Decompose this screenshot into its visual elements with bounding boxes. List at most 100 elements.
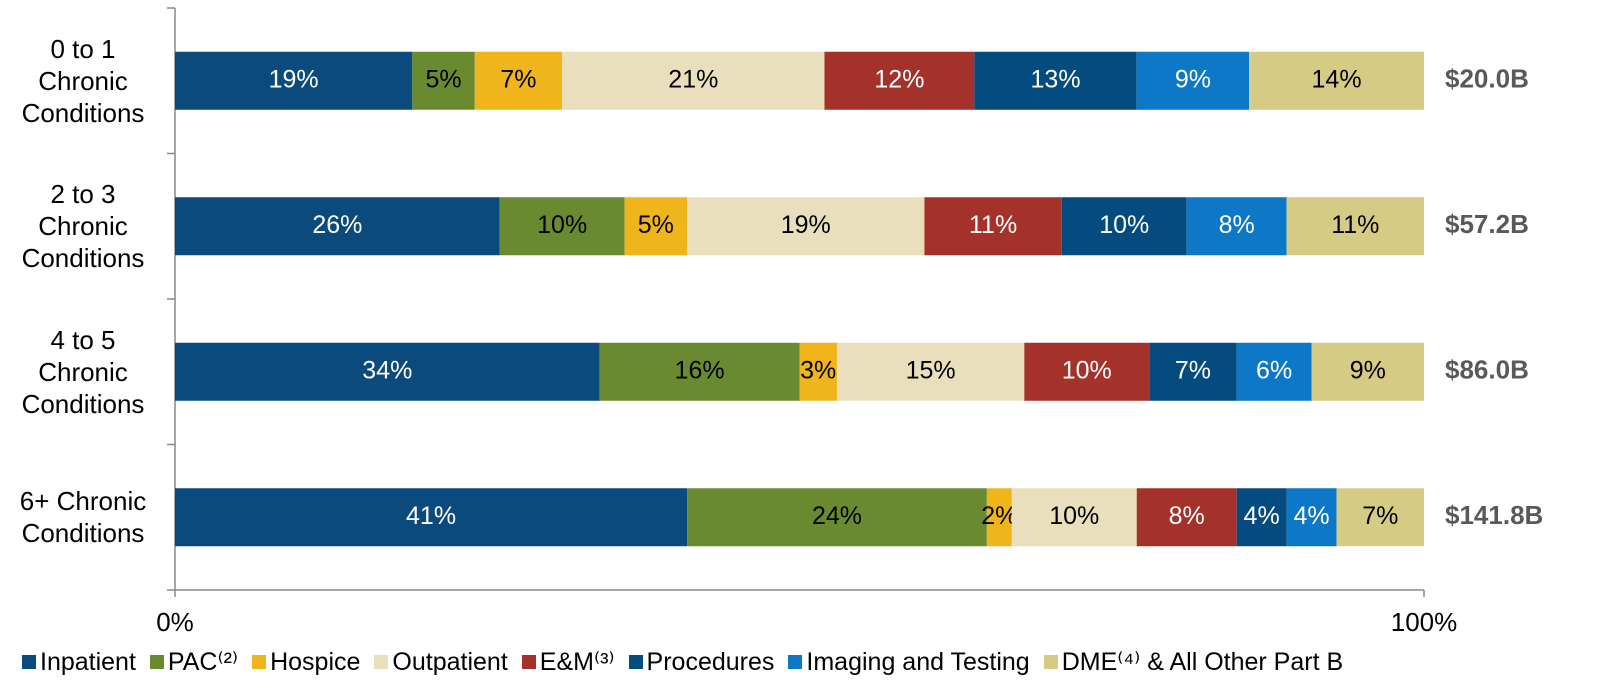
legend-swatch bbox=[1043, 655, 1058, 669]
data-label: 6% bbox=[1256, 356, 1292, 384]
data-label: 19% bbox=[781, 211, 831, 239]
data-label: 7% bbox=[500, 65, 536, 93]
total-label: $57.2B bbox=[1445, 209, 1529, 239]
data-label: 7% bbox=[1362, 502, 1398, 530]
legend-swatch bbox=[628, 655, 643, 669]
total-label: $86.0B bbox=[1445, 355, 1529, 385]
legend-item: DME⁽⁴⁾ & All Other Part B bbox=[1043, 647, 1344, 677]
bar-segment bbox=[1011, 488, 1137, 547]
data-label: 21% bbox=[668, 65, 718, 93]
bar-segment bbox=[175, 197, 500, 256]
legend-swatch bbox=[374, 655, 389, 669]
data-label: 24% bbox=[812, 502, 862, 530]
legend-swatch bbox=[22, 655, 36, 669]
bar-segment bbox=[1024, 342, 1150, 401]
data-label: 19% bbox=[269, 65, 319, 93]
bar-segment bbox=[1149, 342, 1237, 401]
legend-label: DME⁽⁴⁾ & All Other Part B bbox=[1061, 648, 1344, 676]
bar-segment bbox=[1249, 51, 1424, 110]
x-tick-label: 0% bbox=[156, 607, 194, 637]
legend-label: Procedures bbox=[646, 647, 775, 676]
legend-item: Inpatient bbox=[22, 647, 136, 677]
data-label: 9% bbox=[1350, 356, 1386, 384]
data-label: 12% bbox=[874, 65, 924, 93]
data-label: 2% bbox=[981, 502, 1017, 530]
data-label: 26% bbox=[312, 211, 362, 239]
data-label: 14% bbox=[1312, 65, 1362, 93]
data-label: 7% bbox=[1175, 356, 1211, 384]
data-label: 10% bbox=[1049, 502, 1099, 530]
bar-segment bbox=[924, 197, 1062, 256]
data-label: 10% bbox=[537, 211, 587, 239]
category-label: 2 to 3 Chronic Conditions bbox=[21, 179, 145, 274]
data-label: 8% bbox=[1219, 211, 1255, 239]
bar-segment bbox=[1286, 488, 1337, 547]
bar-segment bbox=[499, 197, 625, 256]
legend-item: E&M⁽³⁾ bbox=[521, 647, 615, 677]
legend-item: PAC⁽²⁾ bbox=[149, 647, 239, 677]
legend: Inpatient PAC⁽²⁾ Hospice Outpatient E&M⁽³⁾ Pr… bbox=[22, 647, 1343, 677]
category-label: 0 to 1 Chronic Conditions bbox=[21, 33, 145, 128]
legend-label: E&M⁽³⁾ bbox=[539, 648, 615, 676]
bar-segment bbox=[175, 51, 413, 110]
bar-segment bbox=[1186, 197, 1287, 256]
legend-swatch bbox=[252, 655, 267, 669]
legend-label: Outpatient bbox=[392, 647, 508, 676]
bar-segment bbox=[836, 342, 1025, 401]
data-label: 11% bbox=[1331, 211, 1379, 239]
data-label: 16% bbox=[675, 356, 725, 384]
bar-segment bbox=[412, 51, 475, 110]
bar-segment bbox=[175, 488, 688, 547]
legend-label: Imaging and Testing bbox=[806, 647, 1030, 676]
data-label: 8% bbox=[1169, 502, 1205, 530]
bar-segment bbox=[1286, 197, 1424, 256]
category-label: 4 to 5 Chronic Conditions bbox=[21, 324, 145, 419]
bar-segment bbox=[624, 197, 688, 256]
bar-segment bbox=[474, 51, 563, 110]
data-label: 4% bbox=[1294, 502, 1330, 530]
bar-segment bbox=[974, 51, 1137, 110]
data-label: 5% bbox=[638, 211, 674, 239]
data-label: 5% bbox=[425, 65, 461, 93]
bar-segment bbox=[687, 488, 987, 547]
bar-segment bbox=[1136, 488, 1237, 547]
bar-segment bbox=[599, 342, 800, 401]
legend-swatch bbox=[149, 655, 164, 669]
bar-segment bbox=[1311, 342, 1424, 401]
bar-segment bbox=[1236, 342, 1312, 401]
total-label: $20.0B bbox=[1445, 64, 1529, 94]
legend-item: Outpatient bbox=[374, 647, 508, 677]
legend-swatch bbox=[521, 655, 536, 669]
bar-segment bbox=[175, 342, 600, 401]
legend-item: Imaging and Testing bbox=[788, 647, 1030, 677]
x-tick-label: 100% bbox=[1391, 607, 1458, 637]
bar-segment bbox=[1061, 197, 1187, 256]
bar-segment bbox=[562, 51, 825, 110]
data-label: 10% bbox=[1099, 211, 1149, 239]
legend-swatch bbox=[788, 655, 803, 669]
bar-segment bbox=[687, 197, 925, 256]
bar-segment bbox=[1136, 51, 1250, 110]
data-label: 3% bbox=[800, 356, 836, 384]
data-label: 34% bbox=[362, 356, 412, 384]
data-label: 41% bbox=[406, 502, 456, 530]
bar-segment bbox=[1236, 488, 1287, 547]
legend-label: Inpatient bbox=[40, 647, 136, 676]
data-label: 10% bbox=[1062, 356, 1112, 384]
legend-label: PAC⁽²⁾ bbox=[167, 648, 239, 676]
data-label: 11% bbox=[969, 211, 1017, 239]
legend-item: Procedures bbox=[628, 647, 775, 677]
data-label: 9% bbox=[1175, 65, 1211, 93]
bar-segment bbox=[1336, 488, 1424, 547]
category-label: 6+ Chronic Conditions bbox=[19, 486, 147, 549]
data-label: 15% bbox=[906, 356, 956, 384]
bar-segment bbox=[986, 488, 1012, 547]
total-label: $141.8B bbox=[1445, 500, 1543, 530]
bar-segment bbox=[824, 51, 975, 110]
data-label: 13% bbox=[1031, 65, 1081, 93]
legend-label: Hospice bbox=[270, 647, 361, 676]
data-label: 4% bbox=[1244, 502, 1280, 530]
bar-segment bbox=[799, 342, 837, 401]
